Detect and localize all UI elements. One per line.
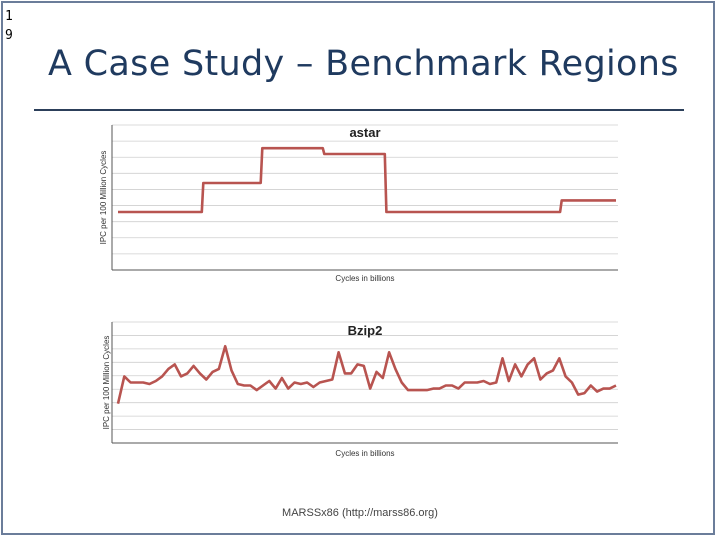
chart-astar-grid: [112, 124, 618, 271]
slide-title: A Case Study – Benchmark Regions: [48, 44, 679, 84]
chart-bzip2-title: Bzip2: [348, 323, 383, 338]
chart-astar-series-line: [118, 146, 616, 214]
chart-astar: astar Cycles in billions IPC per 100 Mil…: [99, 124, 618, 283]
chart-bzip2-y-label: IPC per 100 Million Cycles: [102, 336, 111, 430]
chart-astar-title: astar: [349, 125, 380, 140]
chart-bzip2-x-label: Cycles in billions: [335, 449, 394, 458]
title-divider: [34, 109, 684, 111]
chart-astar-y-label: IPC per 100 Million Cycles: [99, 151, 108, 245]
chart-astar-x-label: Cycles in billions: [335, 274, 394, 283]
chart-bzip2-series-line: [116, 344, 617, 404]
chart-bzip2: Bzip2 Cycles in billions IPC per 100 Mil…: [102, 321, 618, 458]
chart-bzip2-grid: [112, 321, 618, 444]
chart-bzip2-series: [116, 344, 617, 404]
slide-number: 19: [5, 9, 13, 43]
chart-astar-series: [118, 146, 616, 214]
source-citation: MARSSx86 (http://marss86.org): [282, 507, 438, 519]
